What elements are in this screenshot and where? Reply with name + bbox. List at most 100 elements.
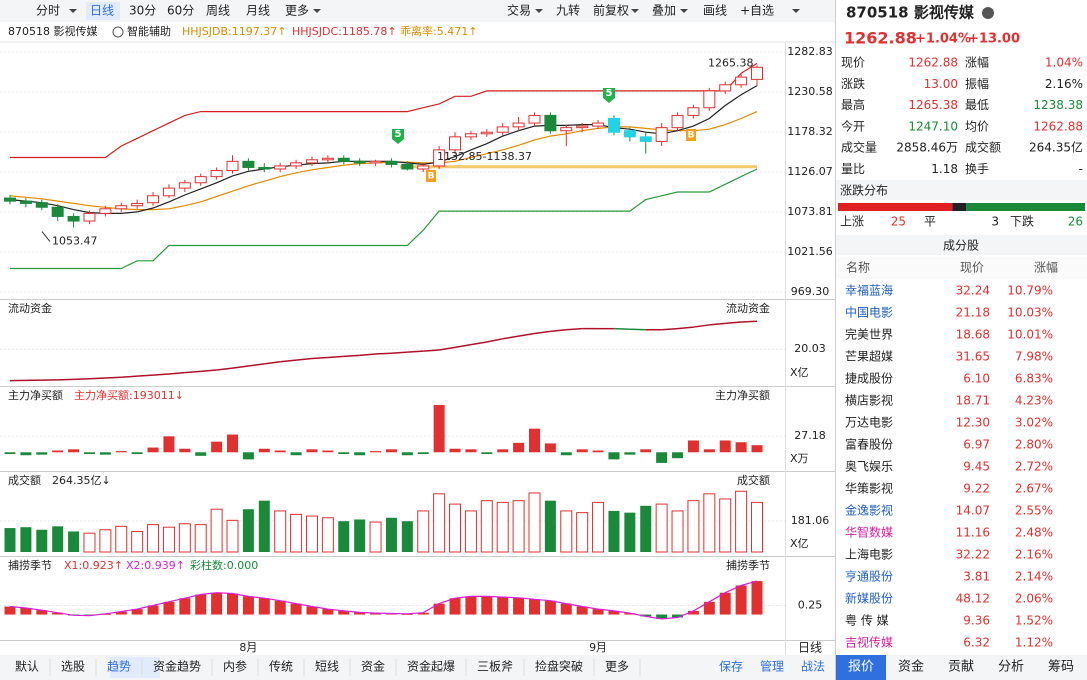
table-header: 名称 — [846, 260, 870, 275]
bottom-tab[interactable]: 传统 — [269, 659, 293, 674]
bar — [735, 442, 747, 453]
side-tab[interactable]: 分析 — [998, 660, 1024, 675]
table-header: 现价 — [960, 261, 984, 275]
toolbar-button[interactable]: 日线 — [90, 4, 114, 18]
bottom-tab[interactable]: 趋势 — [107, 660, 131, 674]
bar — [417, 452, 429, 455]
quote-label: 涨跌 — [841, 76, 865, 91]
toolbar-button[interactable]: 周线 — [206, 4, 230, 18]
price-annotation: 1132.85-1138.37 — [437, 150, 532, 163]
period-switch[interactable]: 日线 — [798, 641, 822, 655]
bottom-tab[interactable]: 捡盘突破 — [535, 659, 583, 674]
section-title: 涨跌分布 — [840, 183, 888, 198]
candle-body — [751, 66, 763, 80]
assist[interactable]: 智能辅助 — [127, 24, 171, 38]
side-tab[interactable]: 资金 — [898, 659, 924, 675]
stock-name[interactable]: 万达电影 — [845, 416, 893, 430]
liquidity-segment — [613, 327, 630, 330]
bar — [719, 592, 731, 615]
stock-name[interactable]: 粤 传 媒 — [845, 613, 889, 628]
bar — [544, 443, 556, 453]
stock-name[interactable]: 幸福蓝海 — [845, 283, 893, 298]
toolbar-button[interactable]: 更多 — [285, 4, 309, 18]
toolbar-button[interactable]: +自选 — [740, 4, 774, 18]
y-tick-label: 27.18 — [794, 429, 826, 442]
distribution-bar — [838, 203, 953, 211]
dropdown-arrow — [631, 9, 639, 13]
bottom-action[interactable]: 管理 — [760, 659, 784, 674]
candle-body — [623, 130, 636, 138]
toolbar-button[interactable]: 30分 — [129, 4, 156, 18]
stock-name[interactable]: 横店影视 — [845, 393, 893, 408]
bar — [464, 510, 477, 553]
stock-name[interactable]: 芒果超媒 — [845, 349, 893, 364]
toolbar — [0, 0, 835, 22]
bottom-tab[interactable]: 资金趋势 — [153, 659, 201, 674]
bottom-tab[interactable]: 资金起爆 — [407, 659, 455, 674]
stock-name[interactable]: 富春股份 — [845, 437, 893, 452]
toolbar-button[interactable]: 分时 — [36, 4, 60, 18]
buy-marker — [426, 170, 436, 182]
toolbar-button[interactable]: 交易 — [507, 3, 531, 18]
stock-name[interactable]: 中国电影 — [845, 305, 893, 320]
stock-name[interactable]: 华策影视 — [845, 481, 893, 496]
candle-body — [115, 205, 128, 210]
liquidity-segment — [454, 343, 472, 349]
pane-title: 流动资金 — [726, 301, 770, 315]
stock-name[interactable]: 上海电影 — [845, 547, 893, 562]
candle-body — [242, 160, 255, 168]
bottom-tab[interactable]: 资金 — [361, 659, 385, 674]
bar — [4, 452, 16, 455]
bottom-action[interactable]: 战法 — [801, 660, 825, 674]
quote-label: 今开 — [841, 118, 865, 133]
toolbar-button[interactable]: 前复权 — [593, 3, 629, 18]
stock-name[interactable]: 金逸影视 — [845, 503, 893, 518]
toolbar-button[interactable]: 九转 — [556, 3, 580, 18]
bar — [480, 500, 493, 553]
pane-title: 主力净买额 — [8, 388, 63, 402]
liquidity-segment — [725, 321, 742, 325]
side-tab[interactable]: 贡献 — [948, 660, 974, 675]
bottom-tab[interactable]: 短线 — [315, 660, 339, 674]
bottom-tab[interactable]: 选股 — [61, 660, 85, 674]
liquidity-segment — [280, 359, 297, 363]
bar — [417, 510, 430, 553]
bar — [481, 596, 493, 615]
sell-marker — [603, 88, 615, 103]
toolbar-button[interactable]: 叠加 — [652, 4, 676, 18]
bar — [36, 529, 48, 552]
bottom-tab[interactable]: 三板斧 — [477, 660, 513, 674]
stock-pct: 10.01% — [1007, 328, 1053, 342]
bottom-tab[interactable]: 更多 — [605, 660, 629, 674]
bar — [242, 596, 254, 615]
bar — [4, 528, 16, 552]
toolbar-button[interactable]: 画线 — [703, 4, 727, 18]
bottom-tab[interactable]: 默认 — [15, 659, 39, 674]
pane-reading: X1:0.923↑ — [64, 559, 123, 572]
bar — [4, 606, 16, 615]
quote-value: 13.00 — [924, 77, 958, 91]
toolbar-button[interactable]: 月线 — [246, 4, 270, 18]
side-tab[interactable]: 筹码 — [1048, 659, 1074, 675]
section-title: 成分股 — [943, 239, 979, 253]
side-tab[interactable]: 报价 — [848, 660, 874, 675]
bottom-tab[interactable]: 内参 — [223, 659, 247, 674]
stock-name[interactable]: 新媒股份 — [845, 591, 893, 606]
candle-body — [353, 160, 366, 164]
bar — [258, 500, 270, 552]
stock-name[interactable]: 吉视传媒 — [845, 635, 893, 650]
toolbar-button[interactable]: 60分 — [167, 4, 194, 18]
stock-name[interactable]: 捷成股份 — [845, 372, 893, 386]
stock-name[interactable]: 完美世界 — [845, 327, 893, 342]
candle-body — [433, 149, 446, 167]
stock-name[interactable]: 亨通股份 — [845, 569, 893, 584]
bar — [512, 500, 525, 553]
bar — [354, 519, 366, 552]
stock-name[interactable]: 华智数媒 — [845, 525, 893, 540]
candle-body — [321, 157, 334, 161]
sell-marker-label: 5 — [606, 88, 613, 99]
pane-title: 捕捞季节 — [8, 558, 52, 572]
bottom-action[interactable]: 保存 — [719, 660, 743, 674]
bar — [306, 606, 318, 615]
stock-name[interactable]: 奥飞娱乐 — [845, 460, 893, 474]
